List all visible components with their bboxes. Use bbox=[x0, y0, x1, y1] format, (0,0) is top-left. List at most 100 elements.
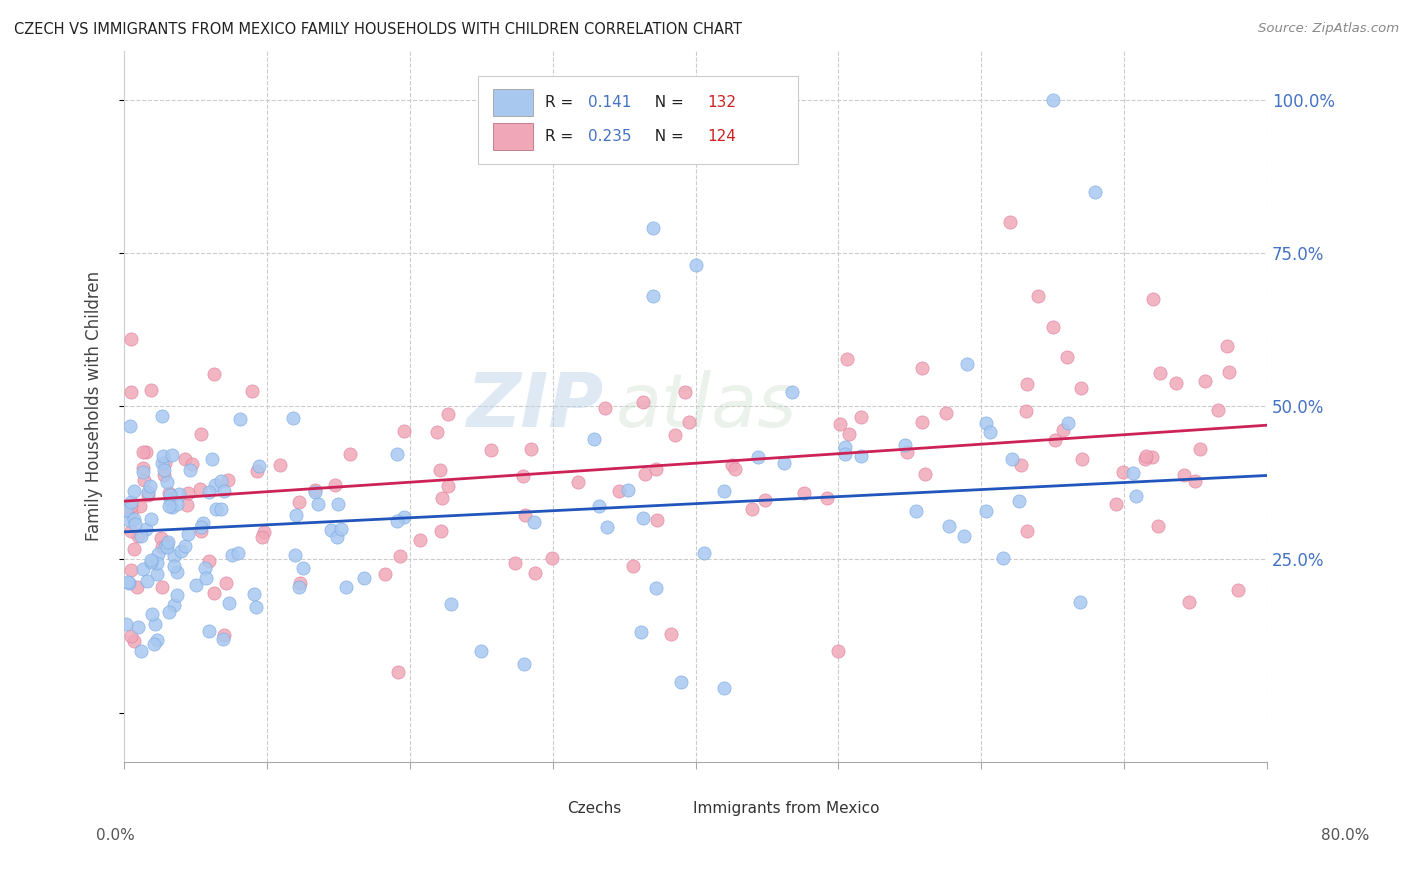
Point bbox=[953, 529, 976, 543]
Point bbox=[330, 522, 353, 536]
Point bbox=[1135, 449, 1157, 463]
Point bbox=[1070, 452, 1092, 467]
Point bbox=[935, 407, 957, 421]
Point bbox=[631, 394, 654, 409]
Point bbox=[136, 488, 159, 502]
Point bbox=[633, 511, 655, 525]
Point bbox=[226, 546, 249, 560]
Text: Source: ZipAtlas.com: Source: ZipAtlas.com bbox=[1258, 22, 1399, 36]
Point bbox=[1206, 403, 1229, 417]
Point bbox=[269, 458, 291, 472]
Point bbox=[148, 547, 170, 561]
Point bbox=[426, 425, 449, 440]
Point bbox=[1015, 404, 1038, 418]
Point bbox=[209, 474, 232, 488]
Point bbox=[429, 524, 451, 538]
Point bbox=[339, 447, 361, 461]
Point bbox=[1112, 466, 1135, 480]
Point bbox=[673, 385, 696, 400]
Point bbox=[440, 597, 463, 611]
Point bbox=[998, 215, 1021, 229]
Point bbox=[617, 483, 640, 498]
Point bbox=[582, 432, 605, 446]
Point bbox=[150, 456, 173, 470]
Point bbox=[741, 502, 763, 516]
Point bbox=[155, 536, 177, 550]
FancyBboxPatch shape bbox=[536, 798, 561, 819]
Point bbox=[335, 580, 357, 594]
Point bbox=[896, 445, 918, 459]
Point bbox=[152, 409, 174, 423]
Point bbox=[1056, 350, 1078, 364]
Point bbox=[163, 598, 186, 612]
Point bbox=[209, 501, 232, 516]
Point bbox=[621, 558, 644, 573]
Text: atlas: atlas bbox=[616, 370, 797, 442]
Point bbox=[849, 410, 872, 425]
Point bbox=[793, 486, 815, 500]
Point bbox=[1125, 489, 1147, 503]
Point bbox=[190, 524, 212, 538]
Point bbox=[437, 407, 460, 421]
Point bbox=[588, 499, 610, 513]
Point bbox=[659, 627, 682, 641]
Point bbox=[143, 617, 166, 632]
Point bbox=[118, 513, 141, 527]
Point bbox=[283, 411, 305, 425]
Point bbox=[179, 462, 201, 476]
Text: 0.141: 0.141 bbox=[588, 95, 631, 110]
Point bbox=[198, 554, 221, 568]
Point bbox=[157, 486, 180, 500]
Point bbox=[470, 644, 492, 658]
Point bbox=[170, 544, 193, 558]
Point bbox=[153, 467, 176, 482]
Point bbox=[129, 643, 152, 657]
Point bbox=[353, 571, 375, 585]
Text: R =: R = bbox=[544, 95, 578, 110]
FancyBboxPatch shape bbox=[494, 89, 533, 116]
Point bbox=[138, 479, 160, 493]
Point bbox=[127, 619, 149, 633]
Point bbox=[120, 524, 142, 538]
Y-axis label: Family Households with Children: Family Households with Children bbox=[86, 271, 103, 541]
Point bbox=[634, 467, 657, 482]
Point bbox=[132, 562, 155, 576]
Point bbox=[1142, 292, 1164, 306]
Point bbox=[409, 533, 432, 547]
Text: 0.235: 0.235 bbox=[588, 129, 631, 145]
Point bbox=[389, 549, 412, 563]
Point bbox=[150, 580, 173, 594]
Point bbox=[124, 634, 146, 648]
Point bbox=[974, 416, 997, 430]
Point bbox=[117, 574, 139, 589]
Point bbox=[849, 450, 872, 464]
Point bbox=[754, 493, 776, 508]
Point bbox=[780, 385, 803, 400]
Point bbox=[1218, 365, 1240, 379]
Point bbox=[184, 578, 207, 592]
Point bbox=[181, 457, 204, 471]
Point bbox=[976, 504, 998, 518]
Point bbox=[202, 367, 225, 381]
Point bbox=[215, 575, 238, 590]
Point bbox=[593, 401, 616, 416]
Point bbox=[188, 482, 211, 496]
Point bbox=[1010, 458, 1032, 472]
Point bbox=[118, 419, 141, 434]
Point bbox=[1042, 93, 1064, 107]
Point bbox=[678, 415, 700, 429]
Point bbox=[120, 499, 142, 513]
Point bbox=[132, 461, 155, 475]
Point bbox=[198, 624, 221, 638]
Point bbox=[1028, 289, 1050, 303]
Point bbox=[120, 332, 142, 346]
Point bbox=[720, 458, 742, 472]
Text: R =: R = bbox=[544, 129, 578, 145]
Point bbox=[834, 447, 856, 461]
Point bbox=[1000, 451, 1022, 466]
Point bbox=[195, 571, 218, 585]
Point bbox=[128, 500, 150, 514]
Point bbox=[956, 357, 979, 371]
Point bbox=[162, 549, 184, 563]
FancyBboxPatch shape bbox=[478, 76, 799, 164]
